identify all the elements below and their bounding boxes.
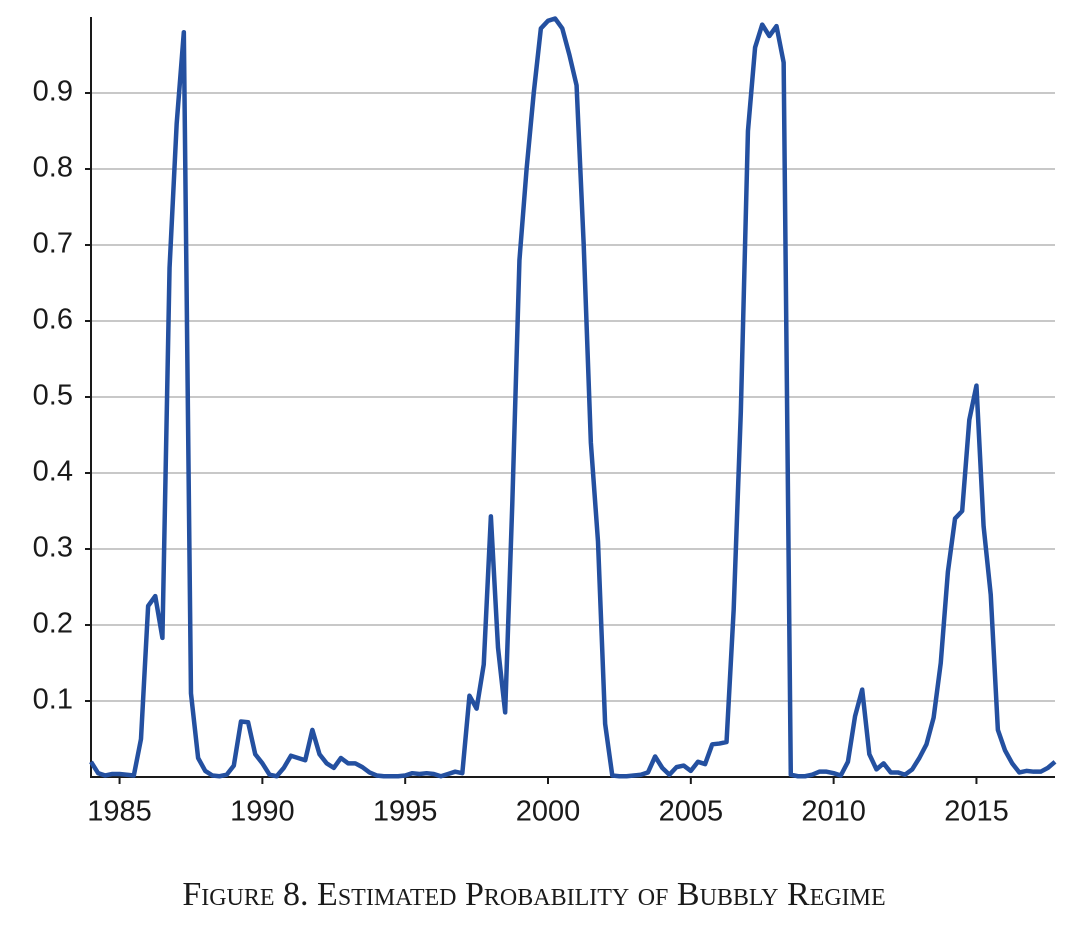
y-tick-label: 0.4 <box>33 456 73 488</box>
data-line <box>89 16 1057 779</box>
y-tick-label: 0.5 <box>33 380 73 412</box>
y-tick-label: 0.2 <box>33 608 73 640</box>
x-tick-label: 2000 <box>516 796 581 828</box>
x-tick-label: 2005 <box>659 796 724 828</box>
chart-caption: Figure 8. Estimated Probability of Bubbl… <box>182 876 885 913</box>
y-tick-label: 0.7 <box>33 228 73 260</box>
x-tick-label: 2015 <box>944 796 1009 828</box>
x-tick-label: 1990 <box>230 796 295 828</box>
x-tick-label: 1985 <box>87 796 152 828</box>
y-tick-label: 0.1 <box>33 684 73 716</box>
y-tick-label: 0.9 <box>33 76 73 108</box>
x-tick-label: 2010 <box>801 796 866 828</box>
y-tick-label: 0.8 <box>33 152 73 184</box>
y-tick-label: 0.6 <box>33 304 73 336</box>
x-tick-label: 1995 <box>373 796 438 828</box>
y-tick-label: 0.3 <box>33 532 73 564</box>
